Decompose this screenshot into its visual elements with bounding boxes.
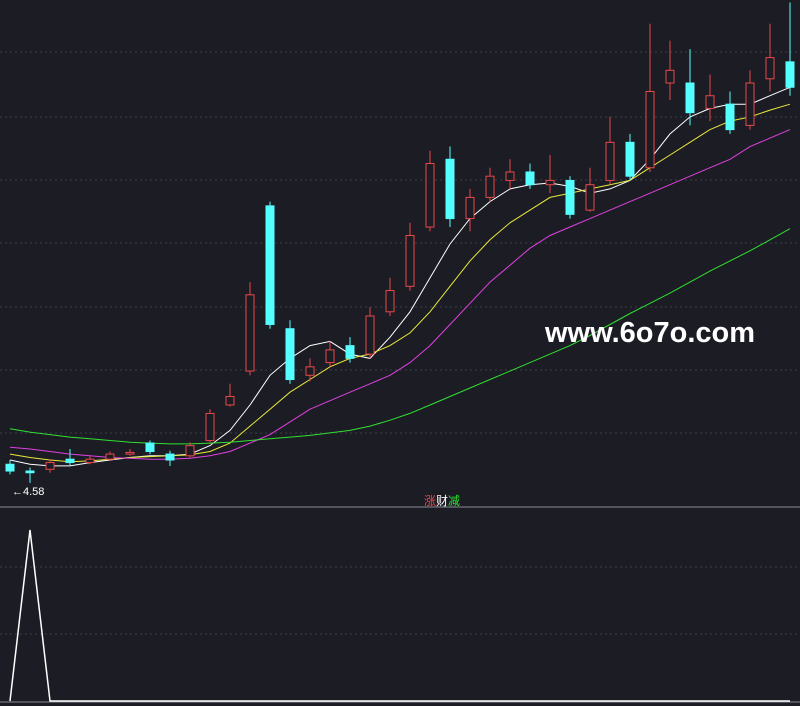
moving-average-line [9, 103, 791, 463]
indicator-name-part: 涨 [424, 493, 436, 508]
candle-body [485, 175, 495, 198]
candle-body [305, 366, 315, 376]
candle-body [705, 95, 715, 109]
candle-body [245, 294, 255, 372]
candle-body [465, 196, 475, 220]
candle-body [645, 90, 655, 169]
grid [0, 51, 800, 635]
candle-body [205, 412, 215, 442]
candle-body [265, 205, 275, 325]
candle-body [745, 82, 755, 126]
candle-body [65, 458, 75, 464]
candle-body [165, 453, 175, 461]
candle-body [325, 349, 335, 364]
candle-body [665, 69, 675, 84]
candle-body [5, 463, 15, 472]
candle-body [685, 82, 695, 114]
candle-body [565, 179, 575, 215]
candle-body [385, 290, 395, 313]
candle-body [85, 458, 95, 464]
candle-body [45, 462, 55, 470]
candle-body [785, 61, 795, 88]
candle-body [345, 345, 355, 359]
candle-body [525, 171, 535, 186]
candle-body [765, 57, 775, 80]
moving-average-line [9, 129, 791, 460]
candle-body [585, 184, 595, 211]
candle-body [145, 442, 155, 453]
candle-body [225, 395, 235, 406]
indicator-line [9, 529, 790, 702]
indicator-name-part: 财 [436, 494, 448, 508]
low-price-label: ←4.58 [12, 486, 44, 498]
candle-body [445, 158, 455, 220]
moving-average-line [9, 228, 791, 445]
candle-body [605, 141, 615, 181]
candle-body [185, 445, 195, 457]
candle-body [105, 453, 115, 460]
candle-body [545, 179, 555, 186]
indicator-name-part: 减 [448, 494, 460, 508]
candle-body [505, 171, 515, 181]
candle-body [365, 315, 375, 355]
candle-body [625, 141, 635, 177]
candle-body [25, 470, 35, 474]
candle-body [725, 103, 735, 131]
candle-body [405, 235, 415, 287]
candle-body [425, 163, 435, 228]
watermark: www.6o7o.com [544, 317, 755, 349]
candle-body [285, 328, 295, 381]
indicator-name: 涨财减 [424, 493, 460, 508]
candle-body [125, 451, 135, 455]
